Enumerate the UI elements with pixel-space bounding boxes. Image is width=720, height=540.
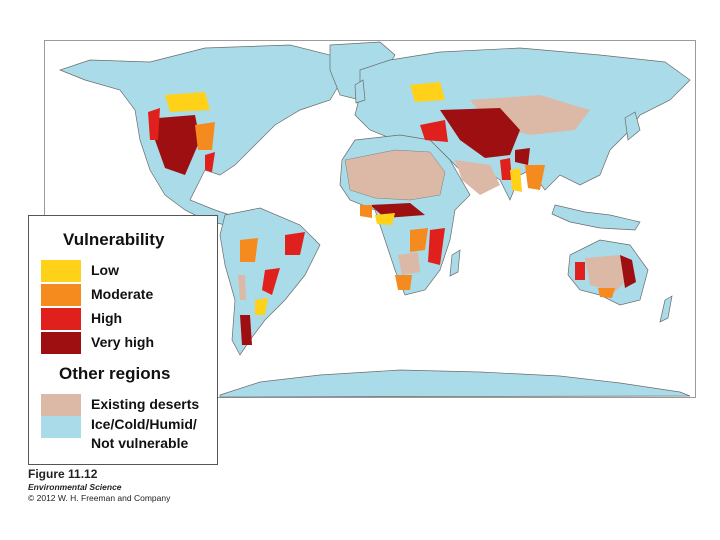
very-high-region: [515, 148, 530, 165]
legend-other-title: Other regions: [59, 364, 171, 383]
low-region: [165, 92, 210, 112]
moderate-region: [525, 165, 545, 190]
very-high-region: [620, 255, 636, 288]
legend-swatch-deserts: [41, 394, 81, 416]
legend-swatch-not-vulnerable: [41, 416, 81, 438]
low-region: [255, 298, 268, 315]
high-region: [148, 108, 160, 140]
southeast-asia-islands: [551, 204, 641, 231]
figure-number: Figure 11.12: [28, 467, 98, 481]
legend-swatch-moderate: [41, 284, 81, 306]
legend-label-high: High: [91, 310, 123, 326]
legend-label-deserts: Existing deserts: [91, 396, 200, 412]
new-zealand: [659, 295, 673, 323]
very-high-region: [155, 115, 200, 175]
legend-swatch-low: [41, 260, 81, 282]
copyright-line: © 2012 W. H. Freeman and Company: [28, 493, 171, 503]
high-region: [428, 228, 445, 265]
legend-label-low: Low: [91, 262, 119, 278]
japan: [624, 111, 641, 141]
moderate-region: [598, 288, 615, 298]
moderate-region: [360, 205, 372, 218]
madagascar: [449, 249, 461, 277]
moderate-region: [195, 122, 215, 150]
high-region: [500, 158, 512, 180]
legend-label-not-vulnerable-line2: Not vulnerable: [91, 435, 189, 451]
book-title: Environmental Science: [28, 482, 122, 492]
great-britain: [354, 79, 366, 104]
high-region: [285, 232, 305, 255]
very-high-region: [440, 108, 520, 158]
high-region: [575, 262, 585, 280]
kalahari-desert: [398, 252, 420, 275]
atacama-desert: [238, 275, 246, 300]
sahara-desert: [344, 149, 446, 201]
legend-label-very-high: Very high: [91, 334, 155, 350]
high-region: [205, 152, 215, 172]
legend-label-moderate: Moderate: [91, 286, 154, 302]
australia-desert: [585, 255, 632, 292]
figure-caption: Figure 11.12 Environmental Science © 201…: [28, 467, 170, 503]
map-legend: Vulnerability Low Moderate High Very hig…: [28, 215, 218, 465]
moderate-region: [395, 275, 412, 290]
low-region: [510, 168, 522, 192]
moderate-region: [240, 238, 258, 262]
high-region: [420, 120, 448, 142]
legend-swatch-very-high: [41, 332, 81, 354]
high-region: [262, 268, 280, 295]
moderate-region: [410, 228, 428, 252]
very-high-region: [240, 315, 252, 345]
legend-swatch-high: [41, 308, 81, 330]
legend-label-not-vulnerable-line1: Ice/Cold/Humid/: [91, 416, 197, 432]
legend-vulnerability-title: Vulnerability: [63, 230, 165, 249]
low-region: [410, 82, 445, 102]
arabian-desert: [455, 160, 500, 195]
antarctica: [219, 369, 691, 398]
low-region: [375, 213, 395, 225]
